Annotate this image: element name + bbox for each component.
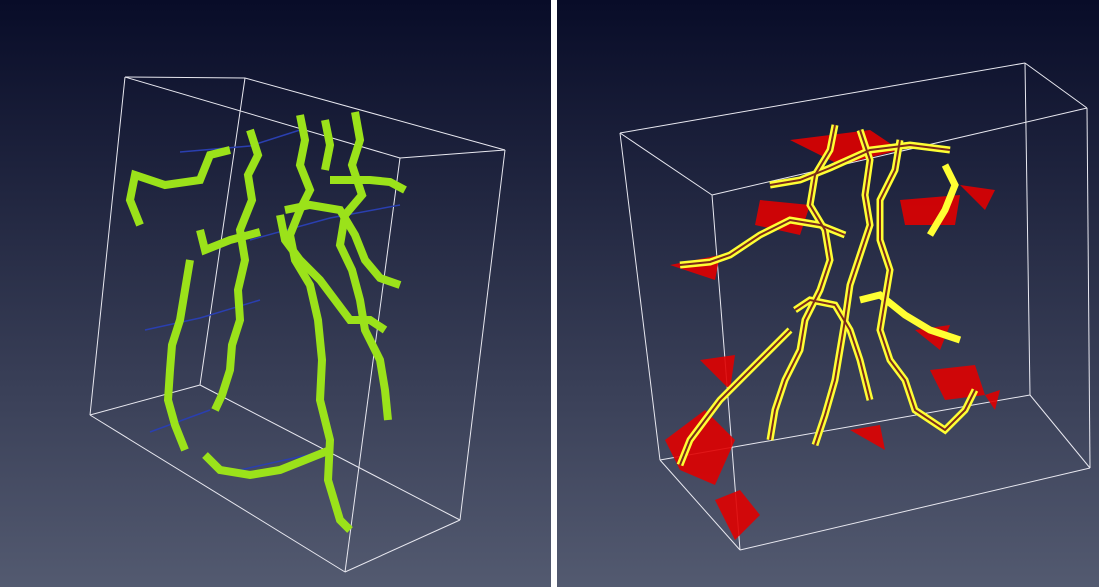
left-viewport: [0, 0, 551, 587]
fracture-ribbons: [125, 111, 407, 533]
fracture-ribbons: [676, 124, 979, 467]
bounding-box: [89, 76, 506, 573]
viewport-background: [0, 0, 551, 587]
right-viewport: [557, 0, 1099, 587]
viewport-background: [557, 0, 1099, 587]
